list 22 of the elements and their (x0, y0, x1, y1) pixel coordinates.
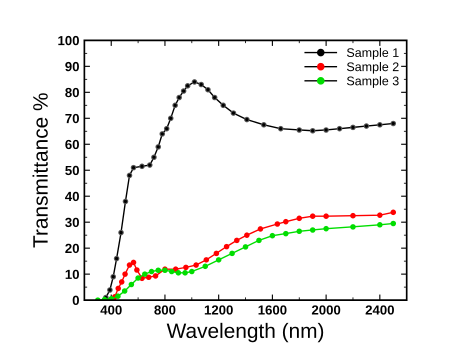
x-tick-label: 2400 (366, 305, 394, 315)
y-tick-label: 0 (72, 296, 79, 306)
x-tick-label: 2000 (312, 305, 340, 315)
y-tick-label: 90 (65, 62, 79, 72)
y-tick-label: 20 (65, 244, 79, 254)
x-axis-title: Wavelength (nm) (166, 322, 324, 342)
legend-label: Sample 3 (346, 76, 399, 88)
y-tick-label: 70 (65, 114, 79, 124)
y-tick-label: 40 (65, 192, 79, 202)
x-tick-label: 400 (100, 305, 122, 315)
y-tick-label: 50 (65, 166, 79, 176)
y-tick-label: 10 (66, 270, 79, 280)
y-axis-title: Transmittance % (32, 93, 48, 248)
x-tick-label: 1600 (258, 305, 287, 315)
y-tick-label: 30 (65, 218, 79, 228)
y-tick-label: 60 (65, 140, 79, 150)
y-tick-label: 80 (65, 88, 79, 98)
y-tick-label: 100 (58, 36, 79, 46)
x-tick-label: 1200 (204, 305, 233, 315)
x-tick-label: 800 (154, 305, 176, 315)
legend-label: Sample 2 (346, 62, 399, 74)
legend-label: Sample 1 (346, 48, 399, 60)
